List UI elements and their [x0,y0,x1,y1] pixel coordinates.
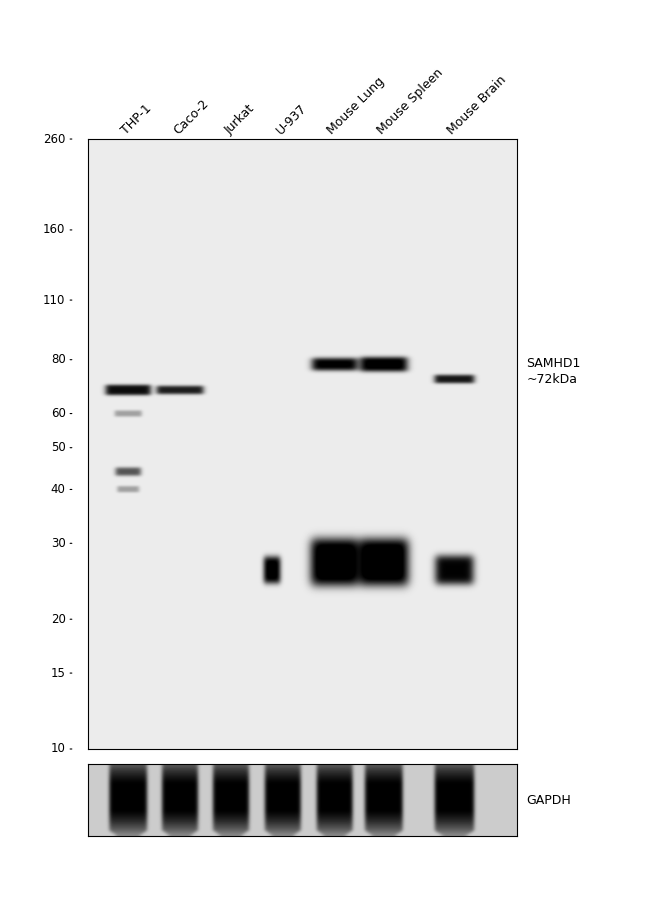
Text: Mouse Lung: Mouse Lung [325,74,387,136]
Text: 10: 10 [51,743,66,755]
Text: 30: 30 [51,536,66,550]
Text: 80: 80 [51,353,66,366]
Text: 160: 160 [43,223,66,237]
Text: SAMHD1
~72kDa: SAMHD1 ~72kDa [526,357,581,386]
Text: Caco-2: Caco-2 [171,97,211,136]
Text: 15: 15 [51,666,66,680]
Text: 50: 50 [51,441,66,454]
Text: 60: 60 [51,407,66,420]
Text: 20: 20 [51,613,66,626]
Text: 110: 110 [43,293,66,307]
Text: Mouse Spleen: Mouse Spleen [374,65,445,136]
Text: GAPDH: GAPDH [526,794,571,806]
Text: 40: 40 [51,483,66,496]
Text: Mouse Brain: Mouse Brain [445,73,509,136]
Text: U-937: U-937 [274,101,309,136]
Text: 260: 260 [43,133,66,145]
Text: Jurkat: Jurkat [222,102,257,136]
Text: THP-1: THP-1 [120,101,155,136]
